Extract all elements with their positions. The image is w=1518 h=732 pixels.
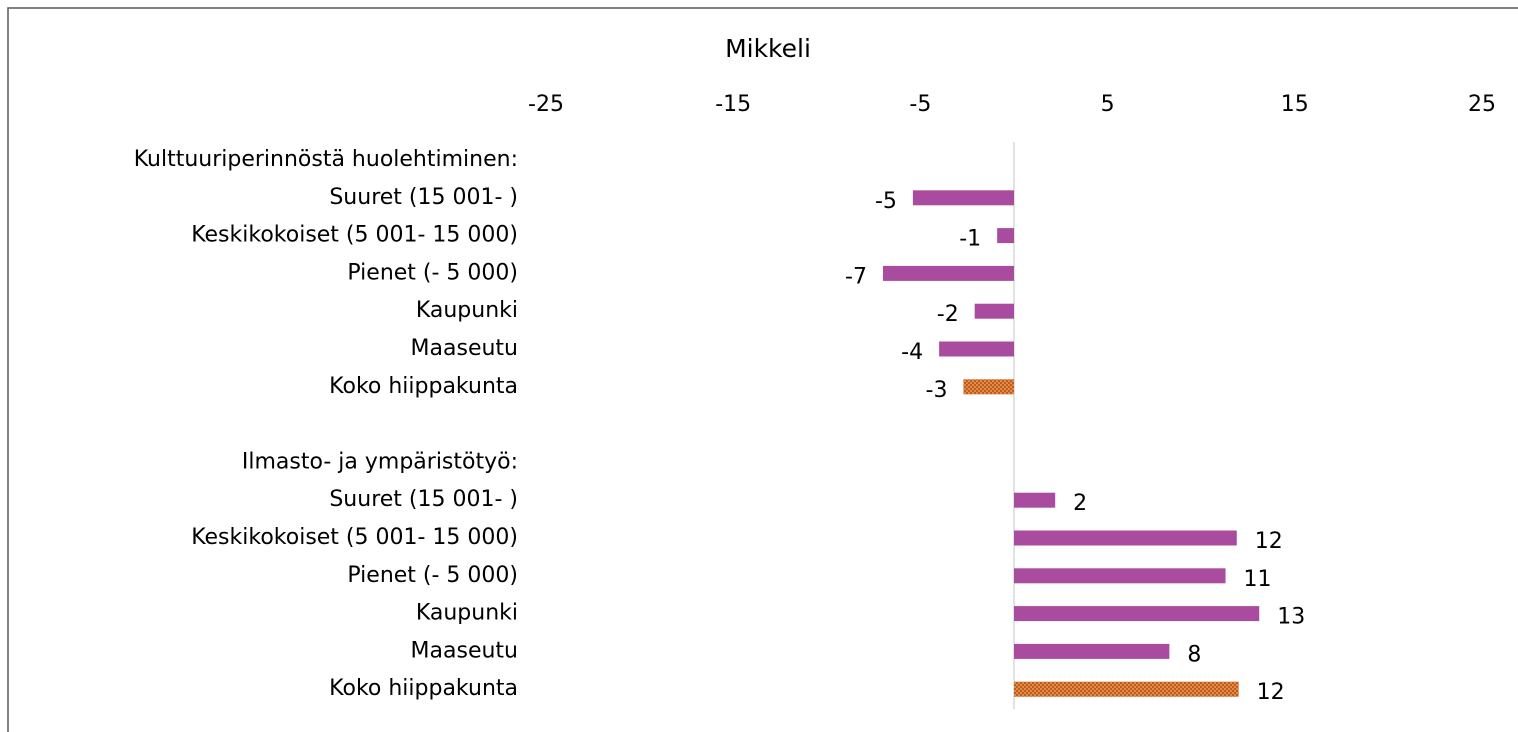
bar [974, 303, 1014, 319]
bar [1014, 681, 1239, 697]
data-label: -4 [901, 340, 923, 365]
data-label: -2 [937, 302, 959, 327]
y-tick-label: Pienet (- 5 000) [347, 260, 518, 285]
bar [1014, 492, 1056, 508]
chart-frame [7, 7, 1518, 732]
data-label: 8 [1187, 642, 1201, 667]
x-tick-label: 25 [1468, 92, 1496, 117]
y-tick-label: Maaseutu [411, 336, 518, 361]
bar [1014, 568, 1226, 584]
y-tick-label: Pienet (- 5 000) [347, 563, 518, 588]
data-label: -1 [959, 227, 981, 252]
data-label: -3 [926, 378, 948, 403]
bar [1014, 530, 1237, 546]
bar [939, 341, 1014, 357]
bar [882, 265, 1014, 281]
data-label: -5 [875, 189, 897, 214]
y-tick-label: Ilmasto- ja ympäristötyö: [242, 449, 518, 474]
data-label: 13 [1277, 605, 1305, 630]
y-tick-label: Kaupunki [416, 601, 518, 626]
bar [1014, 606, 1260, 622]
y-tick-label: Koko hiippakunta [329, 374, 518, 399]
y-tick-label: Keskikokoiset (5 001- 15 000) [191, 525, 518, 550]
y-tick-label: Kulttuuriperinnöstä huolehtiminen: [134, 147, 518, 172]
x-tick-label: -5 [909, 92, 931, 117]
chart-title: Mikkeli [725, 34, 811, 63]
data-label: 12 [1257, 680, 1285, 705]
x-tick-label: 5 [1101, 92, 1115, 117]
bar [912, 190, 1014, 206]
y-tick-label: Keskikokoiset (5 001- 15 000) [191, 223, 518, 248]
y-tick-label: Suuret (15 001- ) [329, 487, 518, 512]
bar [1014, 643, 1170, 659]
data-label: 12 [1255, 529, 1283, 554]
bar [997, 228, 1014, 244]
x-tick-label: -15 [715, 92, 751, 117]
data-label: -7 [845, 264, 867, 289]
y-tick-label: Kaupunki [416, 298, 518, 323]
y-tick-label: Suuret (15 001- ) [329, 185, 518, 210]
bar [963, 379, 1014, 395]
data-label: 2 [1073, 491, 1087, 516]
y-tick-label: Maaseutu [411, 638, 518, 663]
x-tick-label: -25 [528, 92, 564, 117]
y-tick-label: Koko hiippakunta [329, 676, 518, 701]
x-tick-label: 15 [1281, 92, 1309, 117]
data-label: 11 [1244, 567, 1272, 592]
